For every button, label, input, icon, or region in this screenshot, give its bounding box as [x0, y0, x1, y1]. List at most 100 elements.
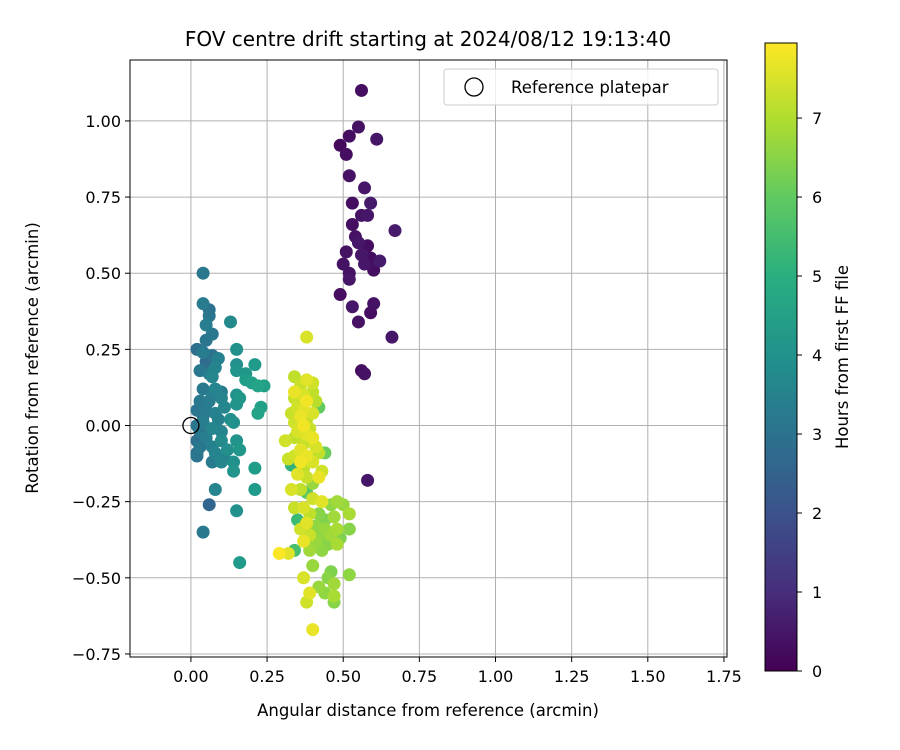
data-point: [297, 419, 311, 433]
data-point: [312, 580, 326, 594]
y-tick-label: −0.25: [72, 493, 121, 512]
y-tick-label: −0.75: [72, 645, 121, 664]
data-point: [248, 461, 262, 475]
data-point: [233, 556, 247, 570]
data-point: [224, 315, 238, 329]
data-point: [339, 245, 353, 259]
data-point: [342, 272, 356, 286]
data-point: [196, 345, 210, 359]
data-point: [205, 422, 219, 436]
y-tick-label: 0.50: [85, 264, 121, 283]
data-point: [300, 373, 314, 387]
data-point: [196, 297, 210, 311]
data-point: [303, 543, 317, 557]
y-axis-label: Rotation from reference (arcmin): [23, 222, 42, 494]
data-point: [354, 83, 368, 97]
data-point: [291, 467, 305, 481]
colorbar-tick-label: 4: [812, 346, 822, 365]
data-point: [388, 224, 402, 238]
colorbar-tick-label: 6: [812, 188, 822, 207]
data-point: [333, 138, 347, 152]
data-point: [196, 382, 210, 396]
data-point: [351, 236, 365, 250]
y-tick-label: 0.75: [85, 188, 121, 207]
legend: Reference platepar: [443, 68, 719, 106]
data-point: [297, 571, 311, 585]
data-point: [300, 394, 314, 408]
data-point: [358, 257, 372, 271]
x-tick-label: 0.25: [249, 667, 285, 686]
data-point: [300, 330, 314, 344]
data-point: [345, 300, 359, 314]
reference-platepar-marker: [182, 416, 200, 435]
y-tick-label: 0.00: [85, 417, 121, 436]
data-point: [227, 415, 241, 429]
colorbar-gradient: [764, 42, 798, 672]
colorbar-tick-label: 2: [812, 504, 822, 523]
x-tick-label: 1.50: [630, 667, 666, 686]
data-point: [193, 394, 207, 408]
colorbar-label: Hours from first FF file: [833, 265, 852, 449]
data-point: [342, 568, 356, 582]
x-tick-label: 1.75: [706, 667, 742, 686]
data-point: [214, 434, 228, 448]
data-point: [336, 257, 350, 271]
data-point: [312, 507, 326, 521]
data-point: [227, 455, 241, 469]
data-point: [208, 446, 222, 460]
data-point: [208, 482, 222, 496]
data-point: [312, 470, 326, 484]
data-point: [227, 464, 241, 478]
data-point: [287, 370, 301, 384]
data-point: [230, 342, 244, 356]
data-point: [233, 391, 247, 405]
x-axis-label: Angular distance from reference (arcmin): [257, 701, 599, 720]
data-point: [367, 297, 381, 311]
data-point: [251, 379, 265, 393]
data-point: [205, 327, 219, 341]
colorbar-ticks: 0 1 2 3 4 5 6 7: [797, 109, 822, 681]
colorbar: 0 1 2 3 4 5 6 7 Hours from first FF file: [764, 42, 852, 681]
data-point: [300, 516, 314, 530]
data-point: [205, 370, 219, 384]
data-point: [196, 266, 210, 280]
data-point: [306, 431, 320, 445]
data-point: [345, 196, 359, 210]
data-point: [199, 431, 213, 445]
legend-box: [443, 68, 719, 106]
x-tick-label: 1.00: [478, 667, 514, 686]
data-point: [294, 482, 308, 496]
data-point: [373, 254, 387, 268]
data-point: [327, 510, 341, 524]
data-point: [281, 546, 295, 560]
x-tick-label: 1.25: [554, 667, 590, 686]
y-axis-ticks: −0.75 −0.50 −0.25 0.00 0.25 0.50 0.75 1.00: [72, 112, 130, 664]
legend-open-circle-icon: [464, 77, 484, 97]
data-point: [297, 534, 311, 548]
data-point: [272, 546, 286, 560]
data-point: [351, 315, 365, 329]
colorbar-tick-label: 3: [812, 425, 822, 444]
data-point: [202, 498, 216, 512]
data-point: [287, 501, 301, 515]
data-point: [345, 217, 359, 231]
plot-frame: [129, 59, 728, 658]
data-point: [330, 495, 344, 509]
data-point: [339, 147, 353, 161]
data-point: [248, 358, 262, 372]
data-point: [361, 208, 375, 222]
data-point: [284, 482, 298, 496]
data-point: [358, 181, 372, 195]
data-point: [217, 400, 231, 414]
x-tick-label: 0.00: [173, 667, 209, 686]
data-point: [342, 522, 356, 536]
data-point: [333, 288, 347, 302]
data-point: [306, 623, 320, 637]
data-point: [370, 132, 384, 146]
data-point: [211, 412, 225, 426]
data-point: [315, 495, 329, 509]
colorbar-tick-label: 7: [812, 109, 822, 128]
data-point: [358, 367, 372, 381]
data-point: [327, 589, 341, 603]
data-point: [327, 577, 341, 591]
